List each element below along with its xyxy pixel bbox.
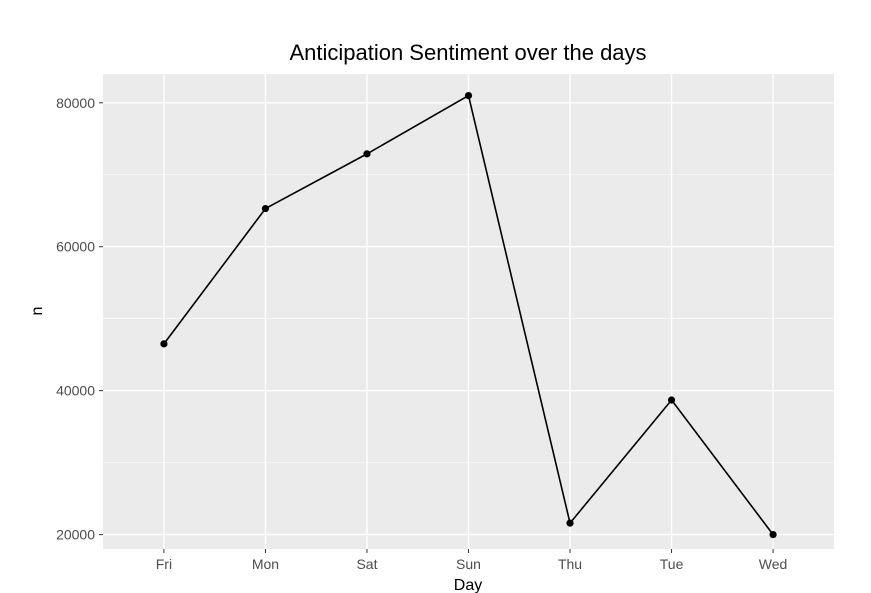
x-tick-label: Sun xyxy=(456,556,481,572)
data-point-mon xyxy=(261,204,270,213)
x-tick-label: Sat xyxy=(356,556,377,572)
y-tick-label: 80000 xyxy=(56,95,95,111)
y-axis: 20000 40000 60000 80000 xyxy=(56,95,103,543)
data-point-tue xyxy=(667,396,676,404)
data-point-wed xyxy=(769,531,777,539)
major-gridlines xyxy=(103,74,834,549)
data-point-fri xyxy=(160,340,168,348)
series-layer xyxy=(160,91,777,539)
x-tick-label: Tue xyxy=(660,556,684,572)
x-tick-label: Wed xyxy=(759,556,788,572)
data-point-thu xyxy=(566,519,574,527)
x-axis: Fri Mon Sat Sun Thu Tue Wed xyxy=(156,549,788,572)
x-tick-label: Mon xyxy=(252,556,279,572)
y-tick-label: 20000 xyxy=(56,527,95,543)
x-axis-title: Day xyxy=(454,577,482,593)
data-point-sun xyxy=(464,91,473,100)
x-tick-label: Fri xyxy=(156,556,172,572)
chart-title: Anticipation Sentiment over the days xyxy=(289,40,646,65)
y-tick-label: 40000 xyxy=(56,383,95,399)
y-axis-title: n xyxy=(29,307,46,316)
x-tick-label: Thu xyxy=(558,556,582,572)
y-tick-label: 60000 xyxy=(56,239,95,255)
data-point-sat xyxy=(363,150,371,158)
